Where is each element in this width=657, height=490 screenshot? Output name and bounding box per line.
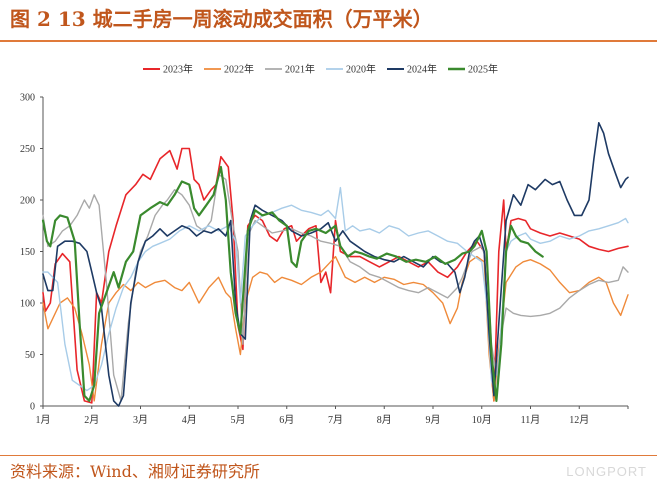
series-line-2025年 [41, 165, 544, 402]
series-line-2020年 [42, 186, 629, 397]
x-tick-label: 12月 [569, 414, 589, 426]
series-line-2024年 [42, 122, 629, 407]
x-tick-label: 3月 [133, 414, 148, 426]
x-axis: 1月 2月 3月 4月 5月 6月 7月 8月 9月 10月 11月 12月 [36, 405, 629, 426]
footer-divider [0, 455, 657, 456]
legend-label: 2025年 [468, 63, 498, 76]
y-tick-label: 150 [20, 247, 35, 258]
x-tick-label: 9月 [426, 414, 441, 426]
legend-label: 2020年 [346, 63, 376, 76]
x-tick-label: 7月 [328, 414, 343, 426]
legend-label: 2021年 [285, 63, 315, 76]
x-tick-label: 1月 [36, 414, 51, 426]
x-tick-label: 6月 [279, 414, 294, 426]
x-tick-label: 4月 [182, 414, 197, 426]
series-line-2023年 [42, 147, 629, 404]
legend-label: 2022年 [224, 63, 254, 76]
series-layer [41, 122, 629, 407]
series-line-2022年 [42, 255, 629, 402]
title-divider [0, 40, 657, 42]
y-tick-label: 300 [20, 93, 35, 104]
chart-legend: 2023年 2022年 2021年 2020年 2024年 2025年 [143, 63, 498, 76]
y-tick-label: 250 [20, 144, 35, 155]
x-tick-label: 5月 [231, 414, 246, 426]
y-tick-label: 100 [20, 299, 35, 310]
x-tick-label: 10月 [472, 414, 492, 426]
y-tick-label: 200 [20, 196, 35, 207]
y-axis: 0 50 100 150 200 250 300 [20, 93, 44, 413]
legend-label: 2023年 [163, 63, 193, 76]
y-tick-label: 0 [30, 402, 35, 413]
x-tick-label: 8月 [377, 414, 392, 426]
y-tick-label: 50 [25, 350, 35, 361]
x-tick-label: 11月 [521, 414, 541, 426]
x-tick-label: 2月 [84, 414, 99, 426]
series-line-2021年 [42, 173, 629, 402]
source-note: 资料来源：Wind、湘财证券研究所 [10, 462, 260, 481]
watermark: LONGPORT [566, 464, 647, 479]
legend-label: 2024年 [407, 63, 437, 76]
figure-title: 图 2 13 城二手房一周滚动成交面积（万平米） [10, 7, 433, 31]
line-chart: 2023年 2022年 2021年 2020年 2024年 2025年 0 50 100 150… [20, 63, 629, 426]
